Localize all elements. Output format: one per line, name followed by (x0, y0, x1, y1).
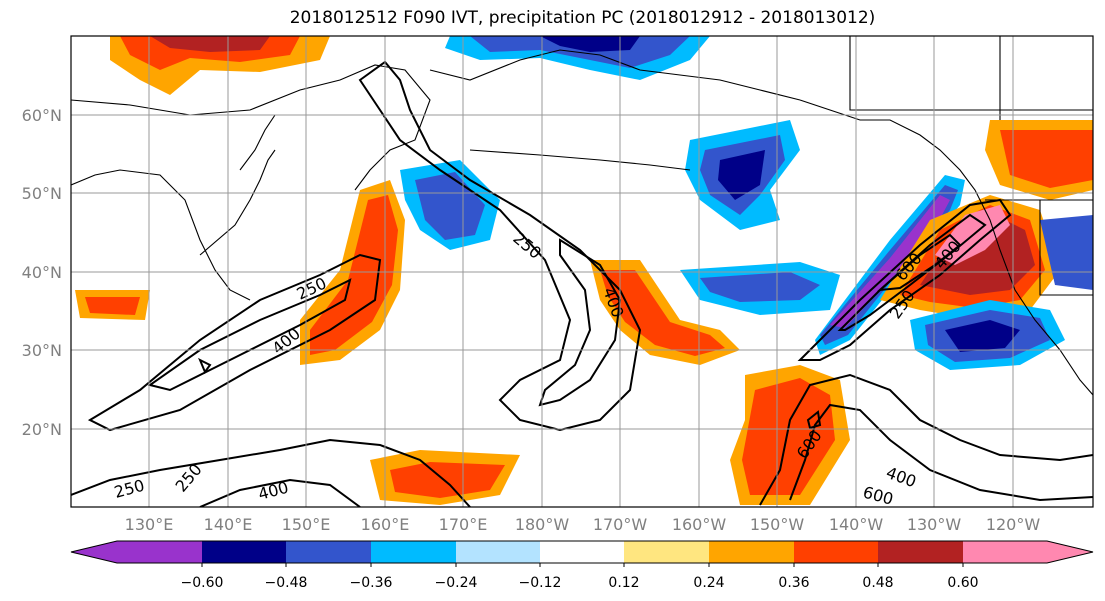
colorbar-segment (371, 541, 456, 563)
japan-coastline (199, 149, 276, 256)
longitude-label: 180°W (515, 515, 570, 534)
pc-negative-region (1040, 215, 1093, 290)
longitude-label: 170°W (593, 515, 648, 534)
colorbar-tick-label: 0.36 (778, 575, 809, 591)
gridlines (71, 36, 1093, 507)
ivt-closed-contour (806, 410, 822, 430)
pc-negative-region (700, 272, 820, 302)
colorbar-tick-label: 0.24 (693, 575, 724, 591)
colorbar-segment (286, 541, 371, 563)
pc-positive-region (150, 36, 270, 52)
latitude-label: 60°N (22, 106, 62, 125)
ivt-400-contour (759, 373, 1093, 506)
colorbar-tick-label: −0.60 (181, 575, 224, 591)
pc-negative-region (718, 150, 765, 200)
longitude-label: 150°W (750, 515, 805, 534)
ivt-400-contour (199, 478, 361, 507)
ivt-600-contour (789, 403, 1093, 502)
longitude-label: 140°W (829, 515, 884, 534)
latitude-label: 30°N (22, 341, 62, 360)
colorbar-tick-label: −0.24 (435, 575, 478, 591)
longitude-label: 140°E (204, 515, 253, 534)
longitude-axis: 130°E 140°E 150°E 160°E 170°E 180°W 170°… (125, 515, 1041, 534)
ivt-250-contour (358, 60, 642, 432)
map-panel: 250 400 250 400 600 400 250 600 400 600 … (70, 35, 1094, 508)
canada-border (849, 36, 1093, 111)
ivt-contours (71, 60, 1093, 507)
sakhalin-coastline (239, 114, 276, 171)
longitude-label: 150°E (282, 515, 331, 534)
state-border (1039, 200, 1093, 296)
longitude-label: 170°E (439, 515, 488, 534)
latitude-label: 50°N (22, 184, 62, 203)
longitude-label: 120°W (986, 515, 1041, 534)
pc-positive-region (85, 297, 140, 315)
longitude-label: 130°W (907, 515, 962, 534)
colorbar-segment (709, 541, 794, 563)
colorbar-tick-label: −0.36 (350, 575, 393, 591)
colorbar-segment (624, 541, 709, 563)
pc-negative-region (830, 195, 950, 328)
colorbar-tick-label: 0.12 (608, 575, 639, 591)
pc-positive-region (390, 462, 505, 498)
ivt-250-contour (87, 253, 382, 432)
colorbar-ticks: −0.60 −0.48 −0.36 −0.24 −0.12 0.12 0.24 0.36 0.4… (181, 563, 979, 591)
map-frame (70, 35, 1094, 508)
pc-positive-region (1000, 130, 1093, 188)
ivt-250-contour (797, 198, 1012, 361)
north-america-coastline (799, 99, 1093, 396)
colorbar-segment (794, 541, 878, 563)
pc-positive-region (742, 378, 835, 495)
colorbar-outline (70, 540, 1094, 564)
colorbar: −0.60 −0.48 −0.36 −0.24 −0.12 0.12 0.24 0.36 0.4… (70, 540, 1094, 591)
colorbar-tick-label: −0.12 (519, 575, 562, 591)
pc-positive-region (310, 195, 398, 355)
colorbar-segment (878, 541, 963, 563)
ivt-600-contour (876, 233, 962, 292)
latitude-label: 20°N (22, 420, 62, 439)
pc-positive-region (920, 215, 1035, 295)
longitude-label: 130°E (125, 515, 174, 534)
colorbar-min-extension (71, 541, 117, 563)
colorbar-tick-label: 0.60 (947, 575, 978, 591)
longitude-label: 160°E (361, 515, 410, 534)
latitude-axis: 60°N 50°N 40°N 30°N 20°N (22, 106, 62, 439)
ivt-250-contour (71, 438, 471, 507)
latitude-label: 40°N (22, 263, 62, 282)
ivt-closed-contour (198, 357, 212, 375)
colorbar-segment (963, 541, 1047, 563)
colorbar-max-extension (1047, 541, 1093, 563)
colorbar-segments (117, 541, 1047, 563)
colorbar-segment (456, 541, 540, 563)
colorbar-tick-label: 0.48 (862, 575, 893, 591)
colorbar-segment (117, 541, 202, 563)
colorbar-segment (540, 541, 624, 563)
pc-negative-region (540, 36, 640, 52)
pc-negative-region (945, 320, 1020, 352)
figure-title: 2018012512 F090 IVT, precipitation PC (2… (289, 8, 876, 28)
colorbar-segment (202, 541, 286, 563)
pc-positive-region (600, 270, 725, 356)
longitude-label: 160°W (672, 515, 727, 534)
asia-coastline (71, 169, 251, 301)
colorbar-tick-label: −0.48 (265, 575, 308, 591)
aleutian-islands (469, 149, 691, 171)
